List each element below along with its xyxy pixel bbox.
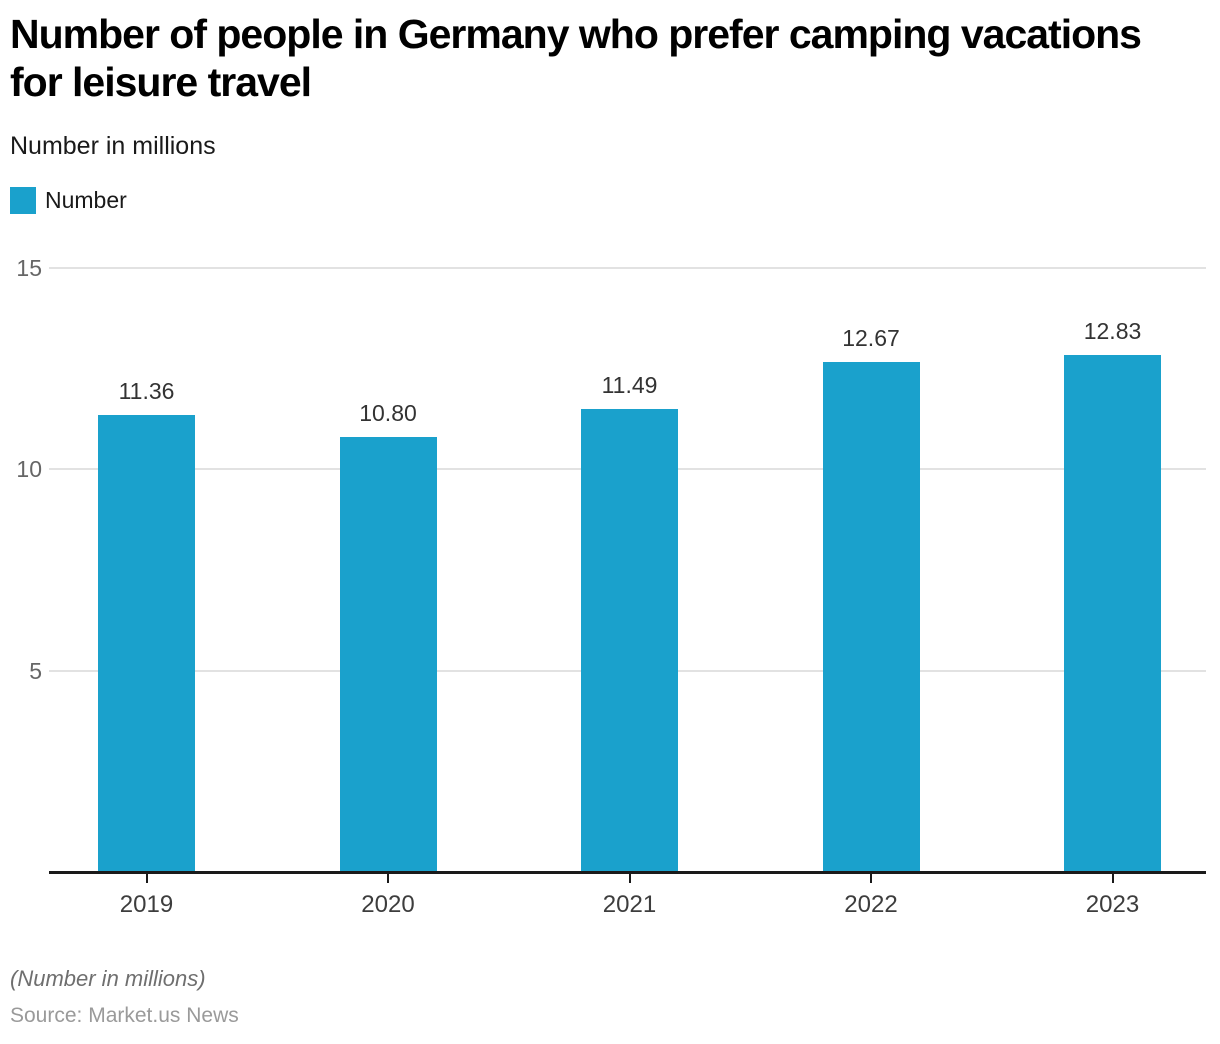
y-axis-label: 15: [16, 255, 42, 281]
source-text: Source: Market.us News: [10, 1004, 239, 1027]
x-axis-label: 2022: [844, 891, 898, 918]
bar-value-label: 12.83: [1083, 318, 1142, 345]
x-tick-mark: [387, 874, 389, 883]
bar: [98, 414, 195, 872]
bar-value-label: 10.80: [359, 400, 417, 427]
legend-label: Number: [45, 187, 127, 213]
y-axis-label: 10: [16, 456, 42, 482]
y-axis-label: 5: [29, 658, 42, 684]
chart-title-line1: Number of people in Germany who prefer c…: [10, 11, 1142, 57]
x-tick-mark: [1111, 874, 1114, 883]
bar: [822, 361, 920, 872]
chart-title-line2: for leisure travel: [10, 59, 312, 105]
x-axis-line: [49, 871, 1206, 874]
x-axis-label: 2020: [361, 891, 415, 918]
bar: [581, 409, 678, 872]
legend: Number: [10, 187, 127, 214]
chart-title: Number of people in Germany who prefer c…: [10, 10, 1220, 106]
x-tick-mark: [628, 874, 631, 883]
x-axis-label: 2021: [602, 891, 657, 918]
bar: [1064, 355, 1161, 872]
bar-value-label: 11.36: [118, 377, 175, 404]
bar-value-label: 11.49: [601, 372, 658, 399]
chart-subtitle: Number in millions: [10, 132, 216, 160]
bar-value-label: 12.67: [842, 324, 900, 351]
x-axis-label: 2019: [119, 891, 174, 918]
legend-swatch-icon: [10, 187, 36, 214]
gridline: [49, 267, 1206, 269]
bar: [339, 437, 437, 872]
x-axis-label: 2023: [1085, 891, 1140, 918]
x-tick-mark: [145, 874, 148, 883]
footer-note: (Number in millions): [10, 966, 206, 991]
x-tick-mark: [870, 874, 872, 883]
